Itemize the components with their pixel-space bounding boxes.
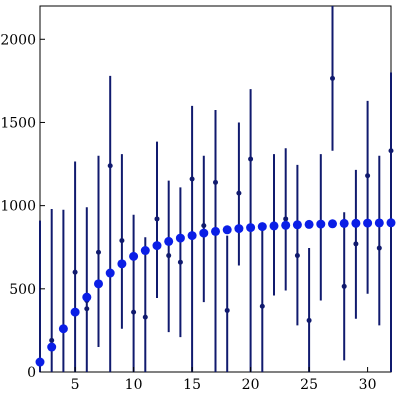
mean-markers bbox=[35, 218, 396, 367]
mean-marker-8 bbox=[105, 268, 115, 278]
mean-marker-32 bbox=[386, 218, 396, 228]
mean-marker-16 bbox=[199, 228, 209, 238]
y-tick-label-2000: 2000 bbox=[0, 32, 36, 48]
mean-marker-23 bbox=[281, 220, 291, 230]
mean-marker-17 bbox=[211, 226, 220, 236]
mean-marker-28 bbox=[339, 218, 349, 228]
mean-marker-13 bbox=[164, 236, 174, 246]
sample-point-14-12 bbox=[177, 259, 183, 265]
mean-marker-10 bbox=[129, 251, 139, 261]
sample-point-8-6 bbox=[107, 163, 113, 169]
sample-point-24-21 bbox=[294, 253, 300, 259]
mean-marker-20 bbox=[246, 223, 256, 233]
sample-point-9-7 bbox=[119, 238, 125, 244]
sample-point-5-2 bbox=[72, 269, 78, 275]
mean-marker-19 bbox=[234, 224, 244, 234]
mean-marker-5 bbox=[70, 307, 80, 317]
sample-point-7-5 bbox=[96, 249, 101, 255]
x-axis-ticks: 5 10 15 20 25 30 bbox=[71, 367, 377, 393]
mean-marker-18 bbox=[222, 225, 232, 235]
sample-point-25-22 bbox=[306, 317, 312, 323]
sample-point-28-24 bbox=[341, 283, 347, 289]
x-tick-label-5: 5 bbox=[71, 377, 80, 393]
sample-point-10-8 bbox=[131, 309, 137, 315]
mean-marker-11 bbox=[140, 246, 150, 256]
mean-marker-14 bbox=[175, 233, 185, 243]
sample-point-32-28 bbox=[388, 148, 394, 154]
sample-point-16-14 bbox=[201, 223, 207, 229]
mean-marker-29 bbox=[351, 218, 361, 228]
y-tick-label-1000: 1000 bbox=[0, 199, 36, 215]
sample-point-31-27 bbox=[376, 245, 382, 251]
y-tick-label-0: 0 bbox=[27, 365, 36, 381]
error-bars bbox=[39, 6, 392, 372]
sample-point-11-9 bbox=[142, 314, 148, 320]
sample-point-19-17 bbox=[236, 190, 242, 196]
x-tick-label-30: 30 bbox=[359, 377, 377, 393]
y-axis-ticks: 0 500 1000 1500 2000 bbox=[0, 32, 45, 381]
x-tick-label-25: 25 bbox=[300, 377, 318, 393]
y-tick-label-500: 500 bbox=[9, 282, 36, 298]
sample-point-17-15 bbox=[213, 179, 218, 185]
sample-point-29-25 bbox=[353, 241, 359, 247]
sample-points bbox=[49, 75, 394, 343]
mean-marker-25 bbox=[304, 219, 314, 229]
sample-point-15-13 bbox=[189, 176, 195, 182]
mean-marker-26 bbox=[316, 219, 326, 229]
sample-point-20-18 bbox=[248, 156, 254, 162]
mean-marker-24 bbox=[292, 220, 302, 230]
sample-point-27-23 bbox=[330, 75, 335, 81]
mean-marker-31 bbox=[374, 218, 384, 228]
sample-point-30-26 bbox=[365, 173, 371, 179]
mean-marker-15 bbox=[187, 231, 197, 241]
sample-point-21-19 bbox=[259, 303, 265, 309]
sample-point-6-3 bbox=[84, 306, 90, 312]
x-tick-label-15: 15 bbox=[183, 377, 201, 393]
y-tick-label-1500: 1500 bbox=[0, 115, 36, 131]
sample-point-23-20 bbox=[283, 216, 289, 222]
mean-marker-6 bbox=[82, 292, 92, 302]
mean-marker-3 bbox=[47, 342, 57, 352]
x-tick-label-10: 10 bbox=[125, 377, 143, 393]
mean-marker-9 bbox=[117, 259, 127, 269]
sample-point-3-0 bbox=[49, 337, 55, 343]
mean-marker-21 bbox=[257, 222, 267, 232]
mean-marker-12 bbox=[152, 241, 162, 251]
sample-point-13-11 bbox=[166, 253, 172, 259]
mean-marker-22 bbox=[269, 221, 279, 231]
sample-point-12-10 bbox=[154, 216, 160, 222]
sample-point-18-16 bbox=[224, 307, 230, 313]
x-tick-label-20: 20 bbox=[242, 377, 260, 393]
mean-marker-2 bbox=[35, 357, 45, 367]
mean-marker-7 bbox=[94, 279, 103, 289]
mean-marker-30 bbox=[363, 218, 373, 228]
mean-marker-4 bbox=[58, 324, 68, 334]
mean-marker-27 bbox=[328, 219, 337, 229]
